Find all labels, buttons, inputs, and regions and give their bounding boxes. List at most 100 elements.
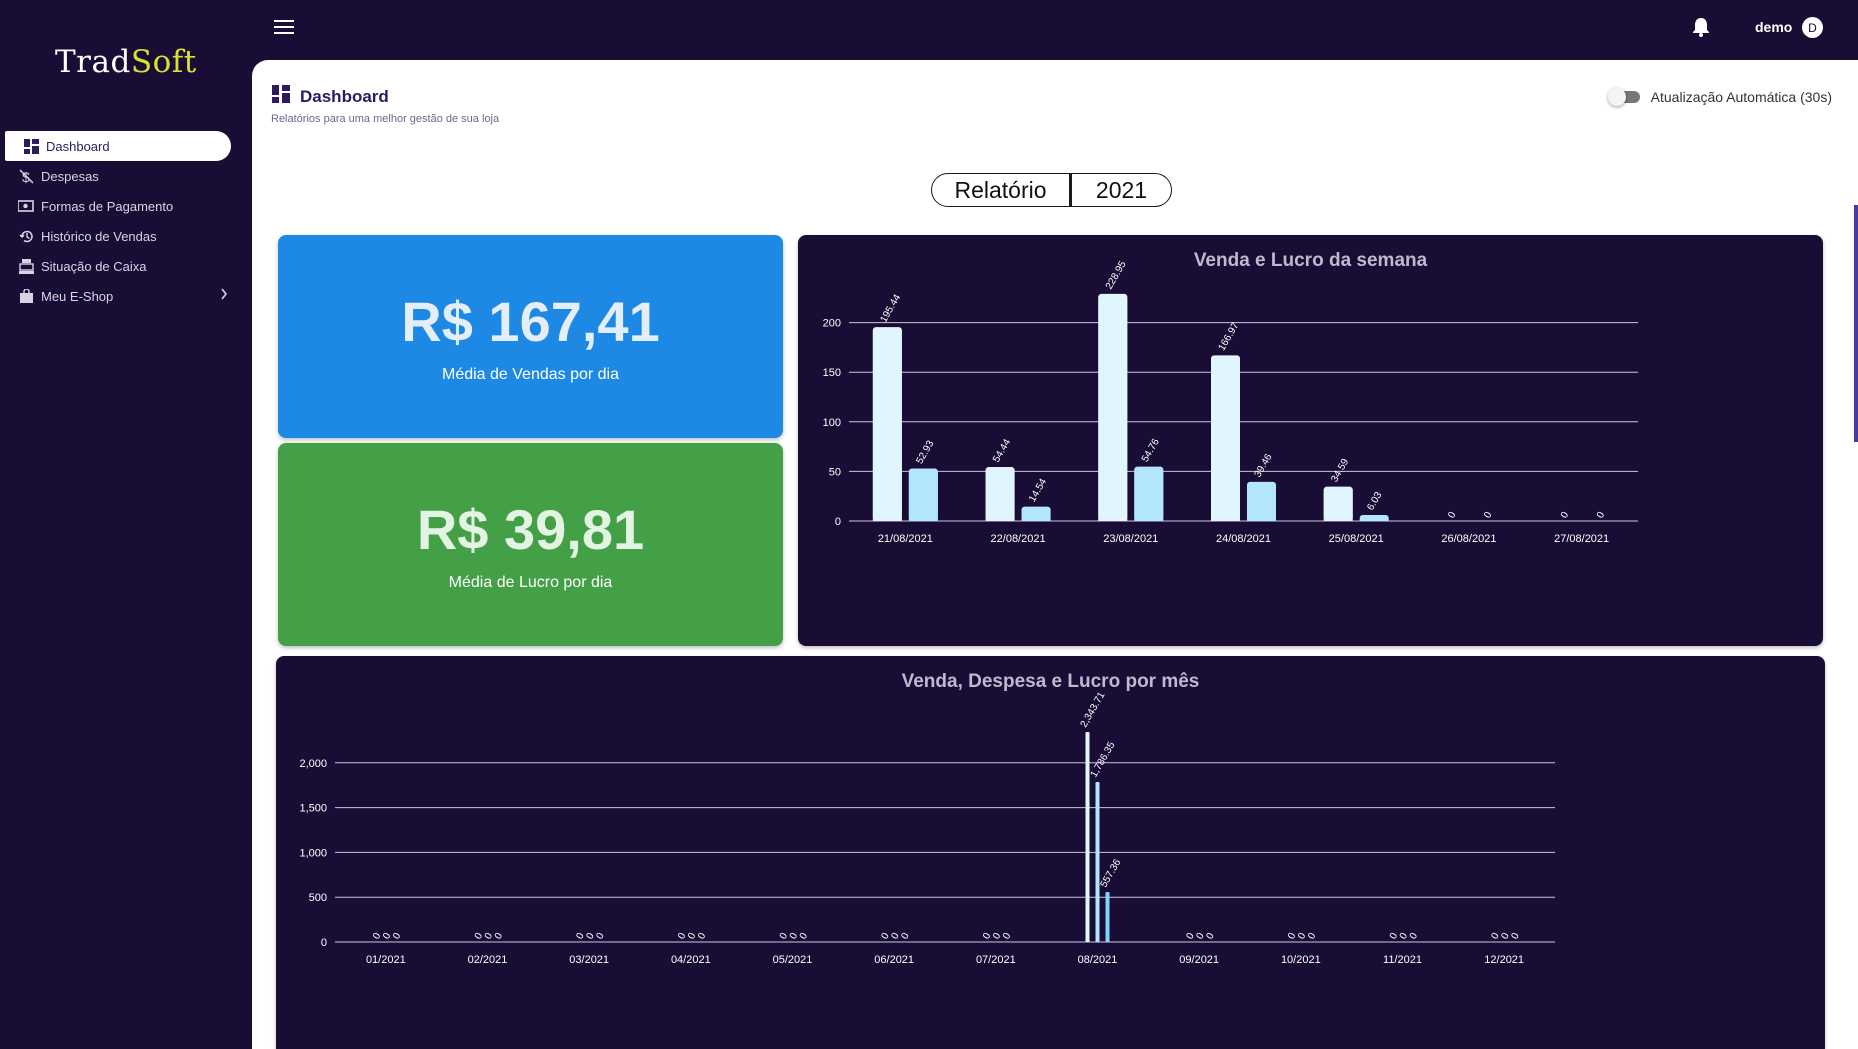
bar-value-label: 0	[1559, 510, 1572, 521]
bar-value-label: 0	[1184, 931, 1197, 942]
sidebar-item-despesas[interactable]: $ Despesas	[0, 161, 252, 191]
sidebar: TradSoft Dashboard $ Despesas Formas de …	[0, 0, 252, 1049]
bar-value-label: 0	[879, 931, 892, 942]
bar-base	[1359, 518, 1389, 521]
bar-value-label: 0	[493, 931, 506, 942]
bar-value-label: 0	[391, 931, 404, 942]
sidebar-item-label: Despesas	[41, 168, 99, 184]
bar-value-label: 0	[1482, 510, 1495, 521]
bar-base	[1021, 509, 1051, 521]
year-select[interactable]: 2021	[1070, 173, 1172, 207]
main-content: Dashboard Relatórios para uma melhor ges…	[252, 60, 1858, 1049]
x-tick-label: 03/2021	[569, 954, 609, 966]
bar-value-label: 0	[1489, 931, 1502, 942]
x-tick-label: 12/2021	[1484, 954, 1524, 966]
bar-value-label: 0	[798, 931, 811, 942]
bar-base	[1105, 893, 1110, 942]
bar-value-label: 0	[686, 931, 699, 942]
bar-value-label: 54.76	[1140, 437, 1162, 465]
sidebar-item-label: Formas de Pagamento	[41, 198, 174, 214]
user-name[interactable]: demo	[1755, 19, 1793, 35]
auto-update-control: Atualização Automática (30s)	[1607, 88, 1832, 106]
bar-value-label: 557.36	[1099, 857, 1124, 889]
profit-average-value: R$ 39,81	[416, 498, 645, 561]
y-tick-label: 200	[823, 318, 841, 330]
bar-value-label: 6.03	[1365, 490, 1384, 513]
report-year-selector: Relatório 2021	[931, 173, 1172, 207]
x-tick-label: 25/08/2021	[1329, 533, 1384, 545]
bar-value-label: 0	[371, 931, 384, 942]
bar-base	[1323, 489, 1353, 521]
sidebar-item-dashboard[interactable]: Dashboard	[5, 131, 231, 161]
bar-value-label: 0	[991, 931, 1004, 942]
shopping-bag-icon	[17, 287, 35, 305]
bar-value-label: 195.44	[878, 292, 903, 324]
menu-icon[interactable]	[274, 20, 294, 36]
bar-value-label: 0	[594, 931, 607, 942]
y-tick-label: 500	[309, 892, 327, 904]
bar-base	[1211, 358, 1240, 521]
x-tick-label: 21/08/2021	[878, 533, 933, 545]
sidebar-item-historico-vendas[interactable]: Histórico de Vendas	[0, 221, 252, 251]
x-tick-label: 04/2021	[671, 954, 711, 966]
bar-value-label: 0	[981, 931, 994, 942]
sidebar-item-formas-pagamento[interactable]: Formas de Pagamento	[0, 191, 252, 221]
bar-value-label: 0	[584, 931, 597, 942]
bar-value-label: 0	[696, 931, 709, 942]
monthly-chart: Venda, Despesa e Lucro por mês 0 500 1,000…	[276, 656, 1825, 1049]
bar-value-label: 0	[1388, 931, 1401, 942]
bar-base	[985, 469, 1015, 521]
bar-value-label: 1,786.35	[1089, 740, 1118, 780]
bar-base	[1247, 484, 1276, 521]
sidebar-item-label: Histórico de Vendas	[41, 228, 157, 244]
avatar[interactable]: D	[1802, 17, 1823, 38]
bar-base	[1095, 782, 1100, 942]
bell-icon[interactable]	[1692, 17, 1710, 42]
bar-value-label: 166.97	[1217, 320, 1242, 352]
x-tick-label: 08/2021	[1078, 954, 1118, 966]
y-tick-label: 0	[835, 516, 841, 528]
sales-average-value: R$ 167,41	[401, 290, 660, 353]
bar-base	[1085, 733, 1090, 942]
bar-value-label: 0	[676, 931, 689, 942]
report-button[interactable]: Relatório	[931, 173, 1070, 207]
bar-value-label: 0	[889, 931, 902, 942]
weekly-chart-title: Venda e Lucro da semana	[1193, 250, 1428, 271]
sidebar-nav: Dashboard $ Despesas Formas de Pagamento…	[0, 131, 252, 311]
sidebar-item-situacao-caixa[interactable]: Situação de Caixa	[0, 251, 252, 281]
bar-value-label: 39.46	[1253, 452, 1275, 480]
brand-logo-part1: Trad	[55, 44, 131, 80]
payments-icon	[17, 197, 35, 215]
x-tick-label: 05/2021	[773, 954, 813, 966]
profit-average-card: R$ 39,81 Média de Lucro por dia	[278, 443, 783, 646]
auto-update-toggle[interactable]	[1607, 88, 1642, 106]
x-tick-label: 11/2021	[1383, 954, 1422, 966]
bar-value-label: 0	[788, 931, 801, 942]
brand-logo: TradSoft	[55, 44, 197, 80]
brand-logo-part2: Soft	[130, 44, 197, 80]
bar-value-label: 0	[778, 931, 791, 942]
y-tick-label: 100	[823, 417, 841, 429]
y-tick-label: 0	[321, 937, 327, 949]
bar-value-label: 0	[1398, 931, 1411, 942]
chevron-right-icon	[220, 288, 228, 303]
bar-value-label: 0	[483, 931, 496, 942]
sidebar-item-label: Meu E-Shop	[41, 288, 114, 304]
bar-value-label: 0	[1194, 931, 1207, 942]
x-tick-label: 07/2021	[976, 954, 1016, 966]
bar-value-label: 2,343.71	[1079, 690, 1108, 730]
history-icon	[17, 227, 35, 245]
x-tick-label: 22/08/2021	[991, 533, 1046, 545]
x-tick-label: 10/2021	[1281, 954, 1321, 966]
x-tick-label: 27/08/2021	[1554, 533, 1609, 545]
bar-value-label: 0	[1306, 931, 1319, 942]
x-tick-label: 02/2021	[468, 954, 508, 966]
bar-value-label: 0	[1499, 931, 1512, 942]
auto-update-label: Atualização Automática (30s)	[1650, 89, 1832, 105]
bar-value-label: 0	[1204, 931, 1217, 942]
sidebar-item-meu-eshop[interactable]: Meu E-Shop	[0, 281, 252, 311]
x-tick-label: 23/08/2021	[1103, 533, 1158, 545]
bar-value-label: 52.93	[914, 438, 936, 466]
scrollbar[interactable]	[1854, 205, 1858, 442]
sales-average-card: R$ 167,41 Média de Vendas por dia	[278, 235, 783, 438]
